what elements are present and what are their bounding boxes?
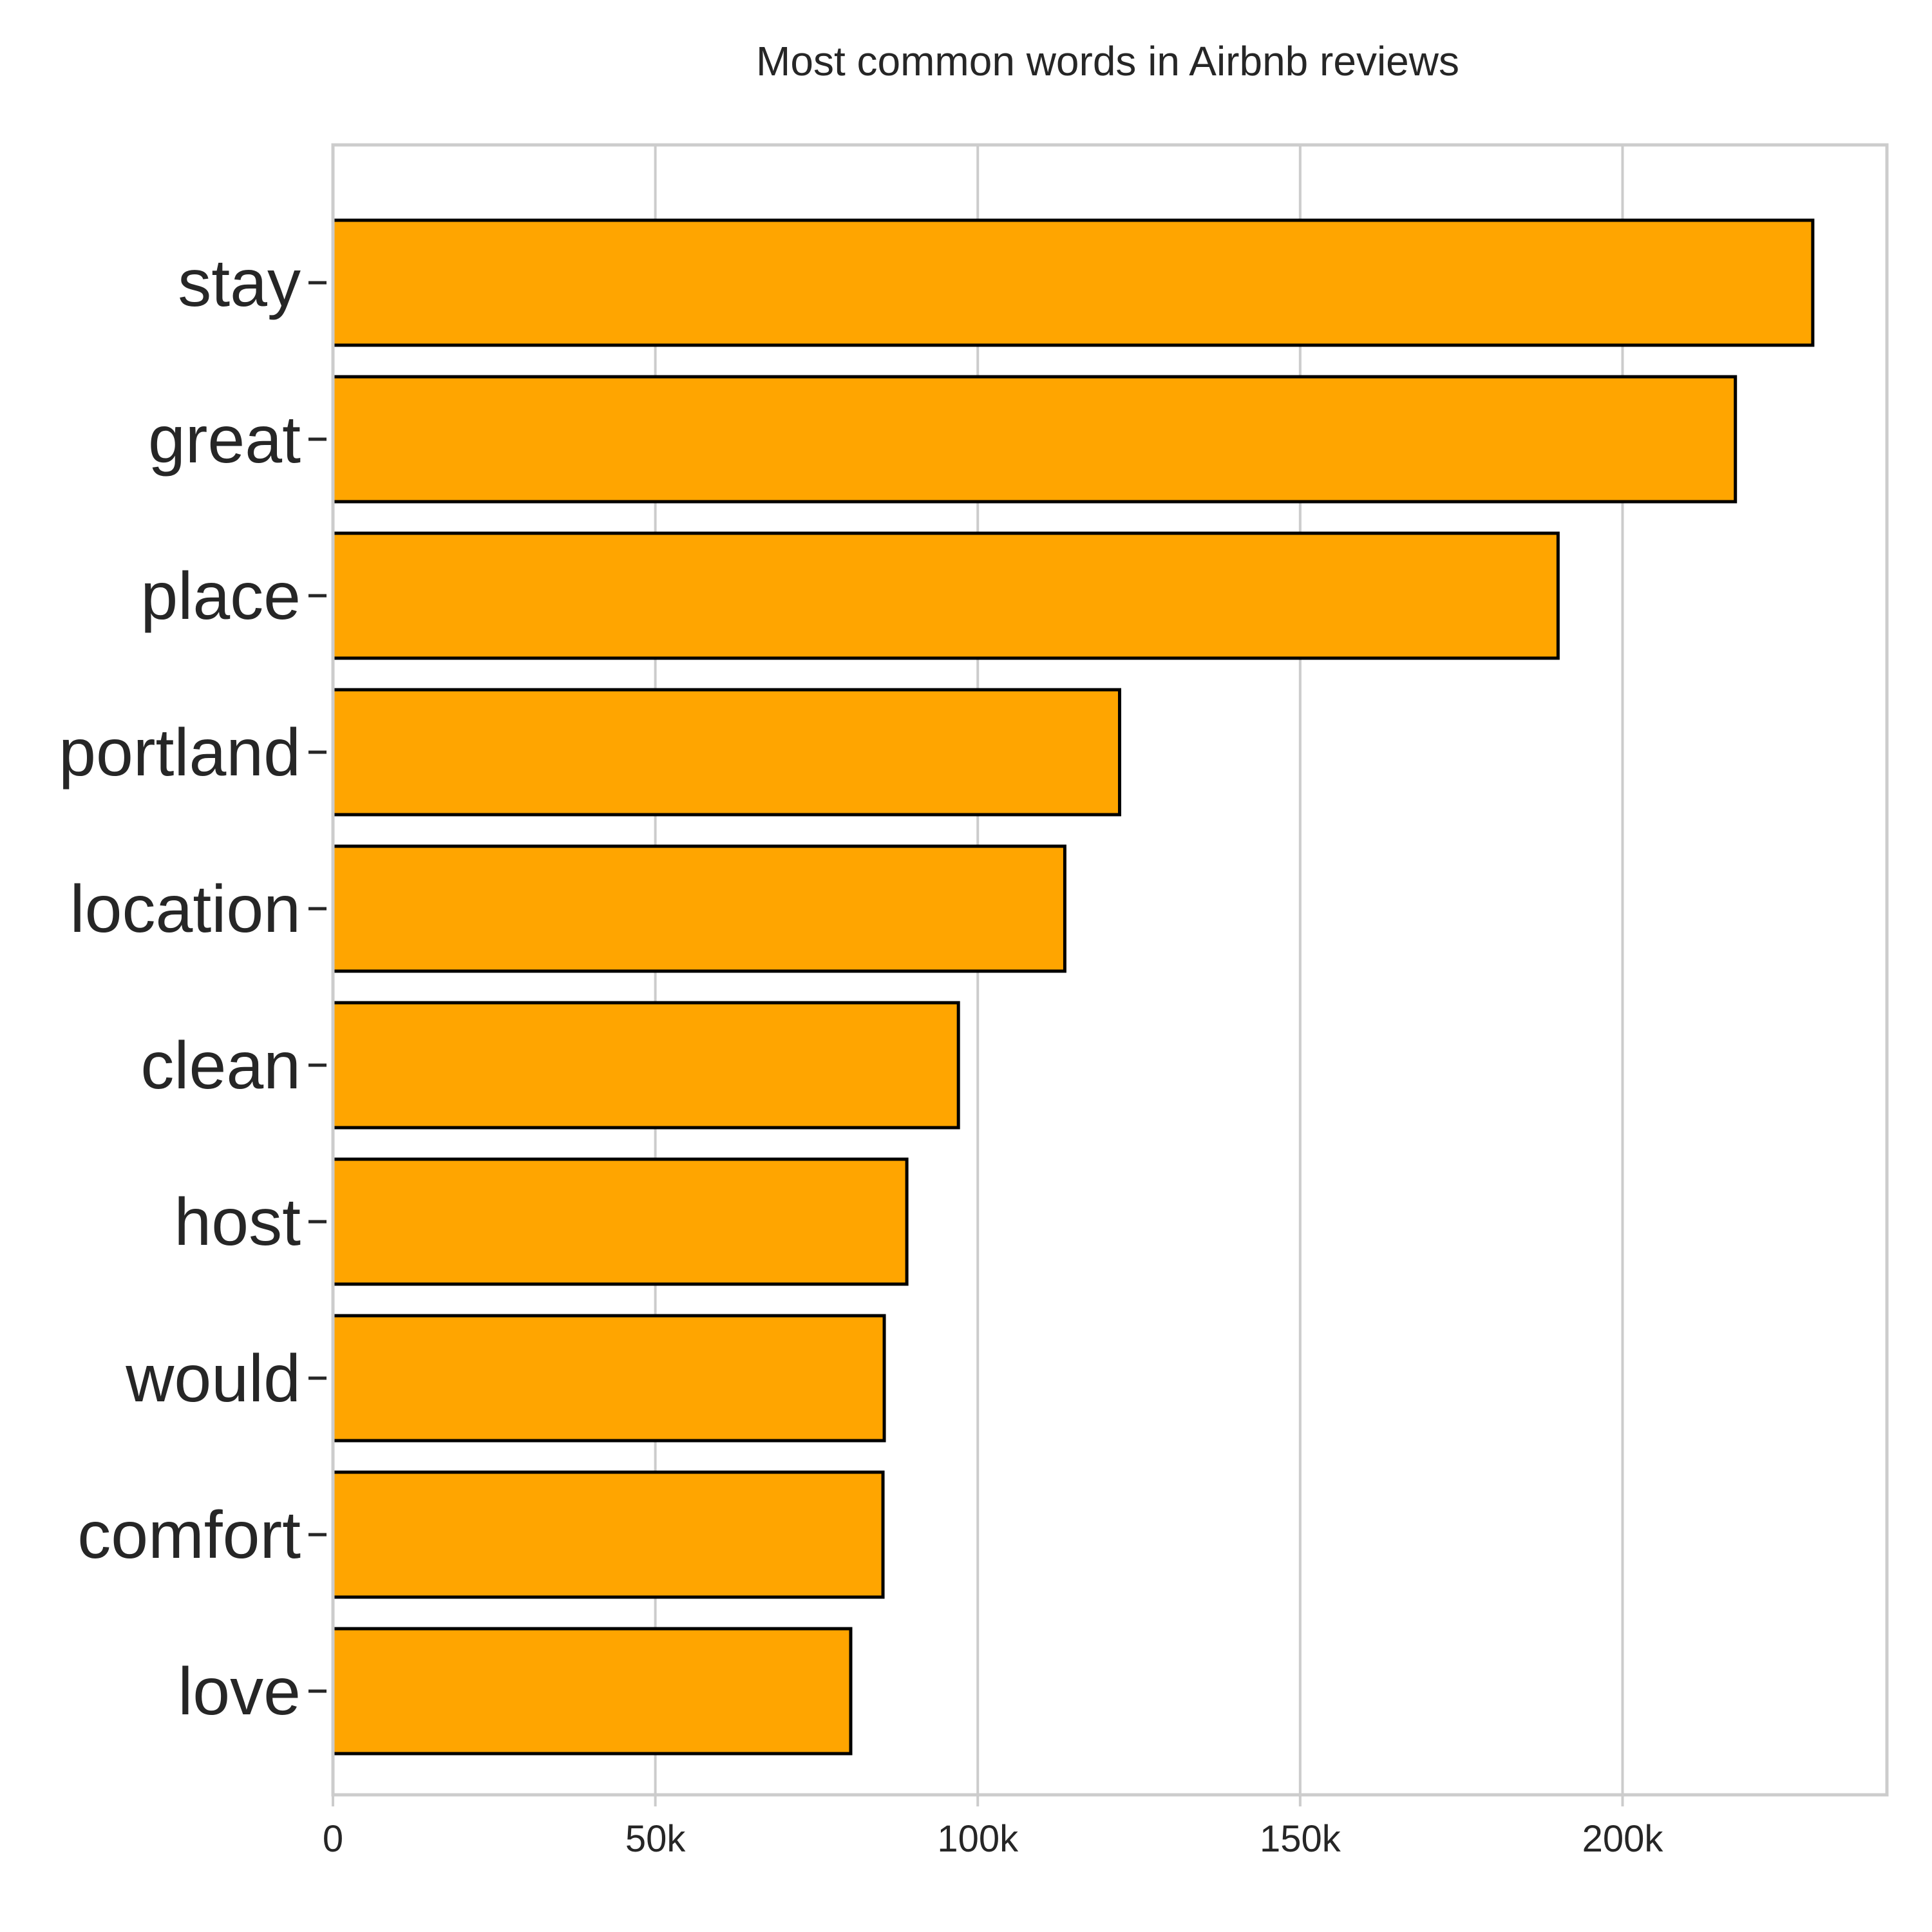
y-tick-label: love <box>178 1654 301 1729</box>
x-tick-label: 100k <box>937 1818 1019 1860</box>
bar-would <box>331 1314 886 1443</box>
x-tick-label: 50k <box>625 1818 687 1860</box>
bars <box>331 218 1815 1756</box>
y-tick-label: would <box>125 1341 301 1416</box>
bar-stay <box>331 218 1815 347</box>
bar-clean <box>331 1001 960 1130</box>
bar-host <box>331 1157 909 1286</box>
y-tick-label: location <box>70 872 301 947</box>
x-tick-label: 0 <box>323 1818 343 1860</box>
y-tick-label: portland <box>59 715 301 790</box>
y-tick-label: place <box>140 559 301 634</box>
y-axis: stay great place portland location clean host w… <box>59 246 327 1729</box>
bar-comfort <box>331 1470 885 1599</box>
bar-love <box>331 1627 853 1756</box>
bar-place <box>331 531 1560 660</box>
bar-portland <box>331 688 1122 817</box>
y-tick-label: stay <box>178 246 301 321</box>
x-axis: 0 50k 100k 150k 200k <box>323 1795 1664 1860</box>
y-tick-label: great <box>148 402 301 477</box>
x-tick-label: 200k <box>1582 1818 1664 1860</box>
plot-frame <box>331 143 1889 1797</box>
x-tick-label: 150k <box>1260 1818 1341 1860</box>
bar-location <box>331 844 1066 973</box>
bar-great <box>331 375 1738 504</box>
chart-title: Most common words in Airbnb reviews <box>756 38 1459 84</box>
y-tick-label: host <box>174 1185 301 1260</box>
y-tick-label: comfort <box>77 1498 301 1573</box>
y-tick-label: clean <box>140 1028 301 1103</box>
